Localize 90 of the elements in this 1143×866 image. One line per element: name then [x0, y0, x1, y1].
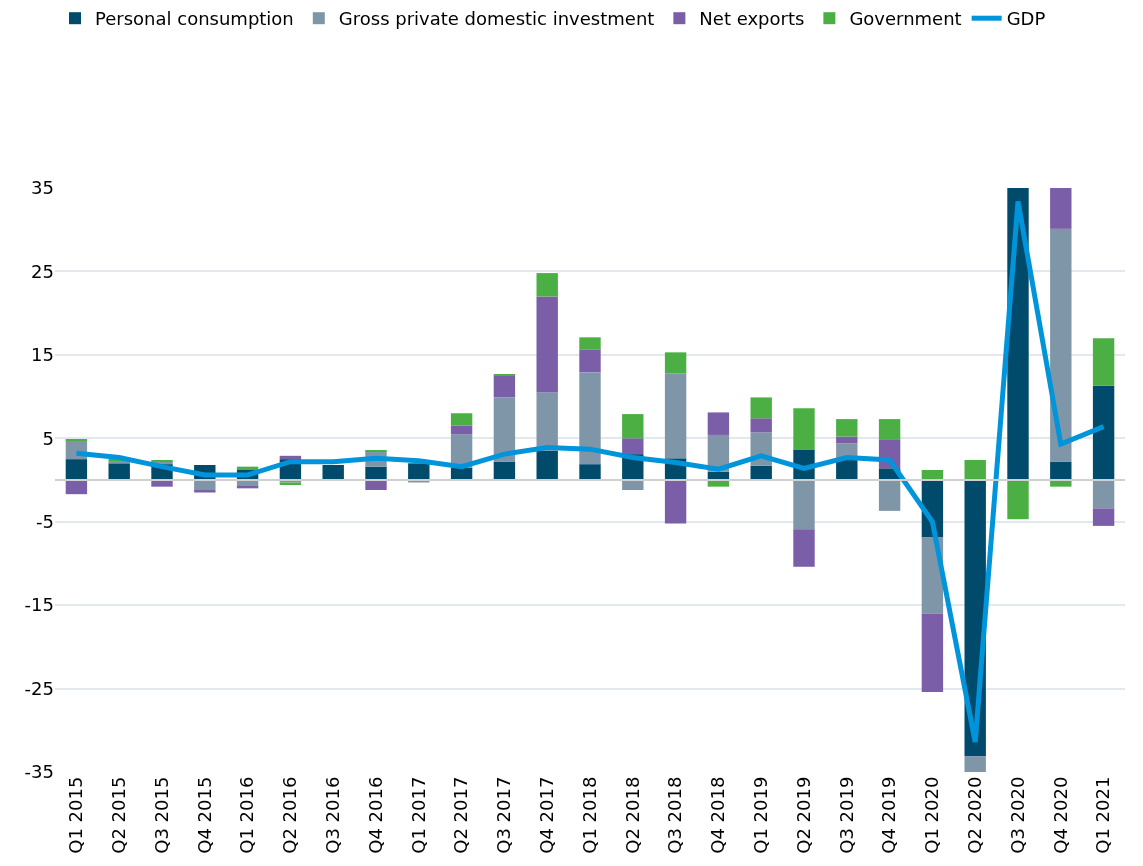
bar — [836, 419, 858, 437]
x-tick-label: Q4 2019 — [878, 776, 900, 854]
bar — [793, 408, 815, 450]
bar — [408, 463, 430, 480]
legend-label: Government — [849, 8, 962, 30]
y-tick-label: 35 — [31, 177, 54, 199]
bar — [194, 480, 216, 491]
x-tick-label: Q1 2020 — [921, 776, 943, 854]
x-tick-label: Q1 2016 — [236, 776, 258, 854]
bar — [65, 480, 88, 495]
bar — [450, 413, 473, 426]
y-tick-label: 5 — [42, 427, 54, 449]
bar — [664, 373, 687, 459]
bar — [536, 392, 558, 451]
y-tick-label: -35 — [24, 761, 54, 783]
bar — [1050, 228, 1072, 462]
x-tick-label: Q4 2018 — [707, 776, 729, 854]
bar — [536, 296, 558, 393]
x-tick-label: Q1 2019 — [750, 776, 772, 854]
x-tick-label: Q2 2016 — [279, 776, 301, 854]
bar — [1092, 480, 1115, 509]
x-tick-label: Q3 2016 — [322, 776, 344, 854]
bar — [365, 480, 387, 491]
bar — [322, 464, 344, 480]
bar — [579, 349, 601, 373]
x-tick-label: Q2 2015 — [108, 776, 130, 854]
legend-label: Gross private domestic investment — [338, 8, 655, 30]
bar — [65, 459, 88, 480]
x-tick-label: Q1 2018 — [578, 776, 600, 854]
bar — [707, 412, 730, 435]
bar — [365, 466, 387, 480]
bar — [1092, 385, 1115, 480]
y-tick-label: 15 — [31, 344, 54, 366]
x-tick-label: Q4 2017 — [536, 776, 558, 854]
bar — [664, 480, 687, 524]
legend-label: GDP — [1006, 8, 1046, 30]
y-tick-label: 25 — [31, 260, 54, 282]
legend-label: Personal consumption — [95, 8, 294, 30]
bar — [836, 459, 858, 480]
x-tick-label: Q1 2015 — [65, 776, 87, 854]
bar — [664, 352, 687, 374]
x-tick-label: Q4 2015 — [193, 776, 215, 854]
bar — [365, 449, 387, 452]
x-tick-label: Q3 2020 — [1006, 776, 1028, 854]
y-tick-label: -25 — [24, 677, 54, 699]
bar — [1007, 480, 1029, 520]
x-tick-label: Q3 2018 — [664, 776, 686, 854]
bar — [579, 372, 601, 465]
bar — [1092, 508, 1115, 526]
bar — [1050, 188, 1072, 229]
x-tick-label: Q2 2017 — [450, 776, 472, 854]
x-tick-label: Q4 2016 — [364, 776, 386, 854]
bar — [536, 273, 558, 297]
x-tick-label: Q2 2019 — [792, 776, 814, 854]
bar — [579, 464, 601, 480]
bar — [921, 613, 944, 692]
bar — [194, 490, 216, 493]
x-tick-label: Q1 2017 — [407, 776, 429, 854]
bar — [793, 529, 815, 567]
bar — [750, 465, 772, 480]
y-tick-label: -15 — [24, 594, 54, 616]
bar — [750, 418, 772, 433]
legend-label: Net exports — [699, 8, 805, 30]
x-tick-label: Q2 2020 — [964, 776, 986, 854]
bar — [493, 461, 516, 480]
x-tick-label: Q1 2021 — [1092, 776, 1114, 854]
x-tick-label: Q4 2020 — [1049, 776, 1071, 854]
bar — [750, 397, 772, 419]
bar — [622, 480, 644, 491]
bar — [878, 419, 901, 440]
bar — [622, 438, 644, 455]
bar — [878, 480, 901, 511]
y-tick-label: -5 — [36, 511, 54, 533]
bar — [579, 337, 601, 350]
x-tick-label: Q3 2017 — [493, 776, 515, 854]
bar — [622, 414, 644, 439]
bar — [108, 463, 130, 480]
bar — [493, 375, 516, 398]
x-tick-label: Q3 2019 — [835, 776, 857, 854]
bar — [450, 425, 473, 435]
bar — [1050, 461, 1072, 480]
bar — [964, 756, 986, 772]
bar — [836, 436, 858, 444]
bar — [793, 480, 815, 530]
bar — [964, 459, 986, 480]
bar — [536, 450, 558, 480]
x-tick-label: Q2 2018 — [621, 776, 643, 854]
x-tick-label: Q3 2015 — [150, 776, 172, 854]
bar — [493, 397, 516, 462]
bar — [1092, 338, 1115, 386]
